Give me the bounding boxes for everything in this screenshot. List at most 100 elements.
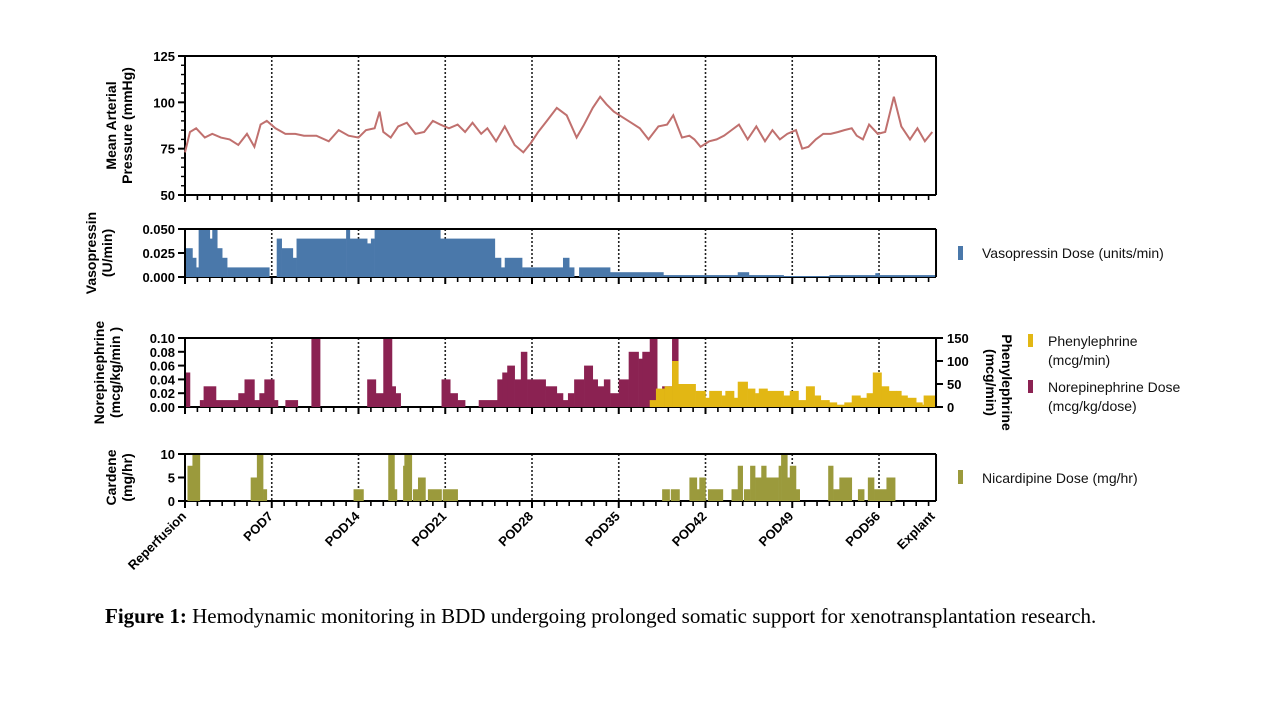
nicardipine-series [187, 454, 896, 501]
norepinephrine-bar [610, 393, 620, 407]
vasopressin-bar [875, 273, 880, 277]
phenylephrine-series [649, 361, 932, 407]
vasopressin-bar [346, 229, 351, 277]
legend-label: (mcg/min) [1048, 352, 1110, 368]
nicardipine-bar [707, 489, 724, 501]
vasopressin-bar [663, 275, 726, 277]
y-axis-title: Mean Arterial [103, 81, 119, 169]
y-tick-label: 10 [161, 447, 175, 462]
vasopressin-bar [185, 248, 193, 277]
phenylephrine-bar [709, 390, 722, 407]
norepinephrine-bar [628, 351, 639, 407]
vasopressin-bar [374, 229, 441, 277]
norepinephrine-bar [527, 379, 540, 407]
legend-swatch-vasopressin [958, 246, 963, 260]
vasopressin-bar [501, 267, 506, 277]
y-tick-label: 0.04 [150, 372, 176, 387]
norepinephrine-bar [539, 379, 546, 407]
nicardipine-bar [662, 489, 670, 501]
vasopressin-bar [296, 238, 347, 277]
caption-text: Hemodynamic monitoring in BDD undergoing… [186, 604, 1097, 628]
nicardipine-bar [353, 489, 364, 501]
y-tick-label: 0.02 [150, 386, 175, 401]
norepinephrine-series [185, 338, 679, 407]
norepinephrine-bar [562, 400, 569, 407]
norepinephrine-bar [450, 393, 458, 407]
nicardipine-bar [394, 489, 398, 501]
vasopressin-bar [198, 229, 211, 277]
nicardipine-bar [187, 465, 193, 501]
norepinephrine-bar [185, 372, 191, 407]
vasopressin-bar [562, 257, 570, 277]
vasopressin-bar [748, 275, 784, 277]
y-tick-label: 125 [153, 49, 175, 64]
figure-caption: Figure 1: Hemodynamic monitoring in BDD … [105, 602, 1185, 630]
phenylephrine-bar [820, 400, 830, 407]
legend-label: Phenylephrine [1048, 333, 1138, 349]
nicardipine-bar [696, 489, 700, 501]
vasopressin-bar [217, 248, 223, 277]
y2-axis-title: (mcg/min) [983, 349, 999, 416]
y-tick-label: 0.08 [150, 345, 175, 360]
norepinephrine-bar [244, 379, 255, 407]
y-tick-label: 75 [161, 142, 175, 157]
phenylephrine-bar [923, 395, 937, 407]
phenylephrine-bar [672, 361, 679, 407]
nicardipine-bar [256, 454, 264, 501]
vasopressin-bar [737, 272, 750, 277]
y-tick-label: 100 [153, 95, 175, 110]
y-axis-title: Cardene [103, 449, 119, 505]
nicardipine-bar [388, 454, 395, 501]
nicardipine-bar [886, 477, 896, 501]
phenylephrine-bar [789, 390, 799, 407]
phenylephrine-bar [798, 400, 807, 407]
phenylephrine-bar [888, 390, 897, 407]
nicardipine-bar [731, 489, 739, 501]
nicardipine-bar [413, 489, 419, 501]
y-tick-label: 0.10 [150, 331, 175, 346]
norepinephrine-bar [285, 400, 299, 407]
x-tick-label: POD42 [669, 509, 710, 550]
vasopressin-bar [610, 272, 664, 277]
vasopressin-bar [367, 243, 372, 277]
y-tick-label: 0.050 [142, 222, 175, 237]
norepinephrine-bar [259, 393, 265, 407]
legend-swatch [1028, 334, 1033, 347]
caption-label: Figure 1: [105, 604, 187, 628]
norepinephrine-bar [395, 393, 401, 407]
y-axis-title: (mg/hr) [119, 453, 135, 501]
nicardipine-bar [263, 489, 268, 501]
phenylephrine-bar [896, 390, 902, 407]
phenylephrine-bar [814, 395, 822, 407]
norepinephrine-bar [478, 400, 498, 407]
phenylephrine-bar [755, 393, 760, 407]
vasopressin-bar [292, 257, 297, 277]
phenylephrine-bar [758, 388, 768, 407]
y2-tick-label: 150 [947, 331, 969, 346]
phenylephrine-bar [872, 372, 882, 407]
vasopressin-bar [504, 257, 523, 277]
nicardipine-bar [699, 477, 706, 501]
vasopressin-bar [281, 248, 294, 277]
x-tick-label: Reperfusion [125, 508, 189, 572]
nicardipine-bar [839, 477, 853, 501]
phenylephrine-bar [725, 390, 735, 407]
nicardipine-bar [750, 465, 756, 501]
vasopressin-bar [349, 238, 368, 277]
x-tick-label: POD7 [240, 509, 276, 545]
y-tick-label: 0.000 [142, 270, 175, 285]
y2-tick-label: 50 [947, 377, 961, 392]
cardene-axes [184, 453, 938, 508]
norepinephrine-bar [556, 393, 564, 407]
phenylephrine-bar [655, 388, 665, 407]
nicardipine-bar [766, 477, 779, 501]
map-line [184, 95, 934, 154]
phenylephrine-bar [844, 402, 853, 407]
vasopressin-bar [829, 275, 876, 277]
phenylephrine-bar [734, 397, 739, 407]
vasopressin-bar [569, 267, 575, 277]
phenylephrine-bar [866, 393, 874, 407]
y-tick-label: 0.06 [150, 359, 175, 374]
x-tick-label: POD14 [322, 508, 363, 549]
nicardipine-bar [828, 465, 834, 501]
